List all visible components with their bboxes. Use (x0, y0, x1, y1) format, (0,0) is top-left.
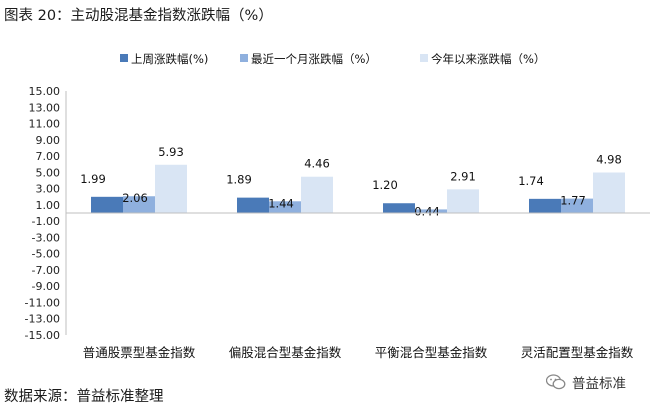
y-tick-label: -15.00 (25, 329, 60, 342)
bar (561, 198, 593, 213)
y-tick-label: -3.00 (32, 231, 60, 244)
chart-legend: 上周涨跌幅(%) 最近一个月涨跌幅（%） 今年以来涨跌幅（%） (120, 52, 545, 66)
y-tick-label: 1.00 (36, 199, 61, 212)
bar (237, 197, 269, 213)
bar (155, 164, 187, 213)
y-tick-label: 13.00 (29, 101, 61, 114)
data-label: 4.46 (304, 157, 330, 171)
y-tick-label: 3.00 (36, 183, 61, 196)
legend-swatch (240, 54, 248, 62)
bar (269, 201, 301, 213)
bar (301, 176, 333, 213)
x-axis-labels: 普通股票型基金指数 偏股混合型基金指数 平衡混合型基金指数 灵活配置型基金指数 (83, 345, 634, 360)
y-tick-label: 9.00 (36, 134, 61, 147)
y-tick-label: -7.00 (32, 264, 60, 277)
legend-label: 最近一个月涨跌幅（%） (251, 52, 377, 66)
y-axis-ticks: 15.00 13.00 11.00 9.00 7.00 5.00 3.00 1.00 -1.00… (25, 85, 60, 342)
legend-swatch (120, 54, 128, 62)
data-label: 1.89 (226, 173, 252, 187)
bar (91, 196, 123, 213)
source-note: 数据来源：普益标准整理 (4, 389, 164, 405)
data-label: 1.74 (518, 174, 544, 188)
x-axis-label: 灵活配置型基金指数 (521, 345, 634, 360)
watermark-text: 普益标准 (572, 376, 626, 392)
x-axis-label: 偏股混合型基金指数 (229, 345, 342, 360)
data-label: 1.20 (372, 178, 398, 192)
bars (91, 164, 625, 213)
y-tick-label: 5.00 (36, 166, 61, 179)
watermark: 普益标准 (545, 372, 626, 392)
data-label: 5.93 (158, 145, 184, 159)
data-labels: 1.99 2.06 5.93 1.89 1.44 4.46 1.20 0.44 2.91 1.74… (80, 145, 622, 219)
bar (383, 203, 415, 213)
y-tick-label: 15.00 (29, 85, 61, 98)
y-tick-label: -1.00 (32, 215, 60, 228)
data-label: 4.98 (596, 152, 622, 166)
x-axis-label: 普通股票型基金指数 (83, 345, 196, 360)
bar (593, 172, 625, 213)
data-label: 2.91 (450, 169, 476, 183)
y-tick-label: -5.00 (32, 248, 60, 261)
bar (529, 198, 561, 213)
y-tick-label: -13.00 (25, 313, 60, 326)
y-tick-label: 7.00 (36, 150, 61, 163)
y-tick-label: -9.00 (32, 280, 60, 293)
data-label: 1.77 (560, 194, 586, 208)
bar (447, 189, 479, 213)
data-label: 1.99 (80, 172, 106, 186)
legend-swatch (420, 54, 428, 62)
legend-label: 今年以来涨跌幅（%） (431, 52, 545, 66)
y-tick-label: -11.00 (25, 296, 60, 309)
legend-label: 上周涨跌幅(%) (131, 52, 208, 66)
x-axis-label: 平衡混合型基金指数 (375, 345, 488, 360)
bar (123, 196, 155, 213)
figure-title: 图表 20：主动股混基金指数涨跌幅（%） (4, 8, 273, 24)
y-tick-label: 11.00 (29, 118, 61, 131)
data-label: 1.44 (268, 196, 294, 210)
bar (415, 209, 447, 213)
data-label: 2.06 (122, 191, 148, 205)
wechat-icon (545, 374, 566, 390)
data-label: 0.44 (414, 204, 440, 218)
